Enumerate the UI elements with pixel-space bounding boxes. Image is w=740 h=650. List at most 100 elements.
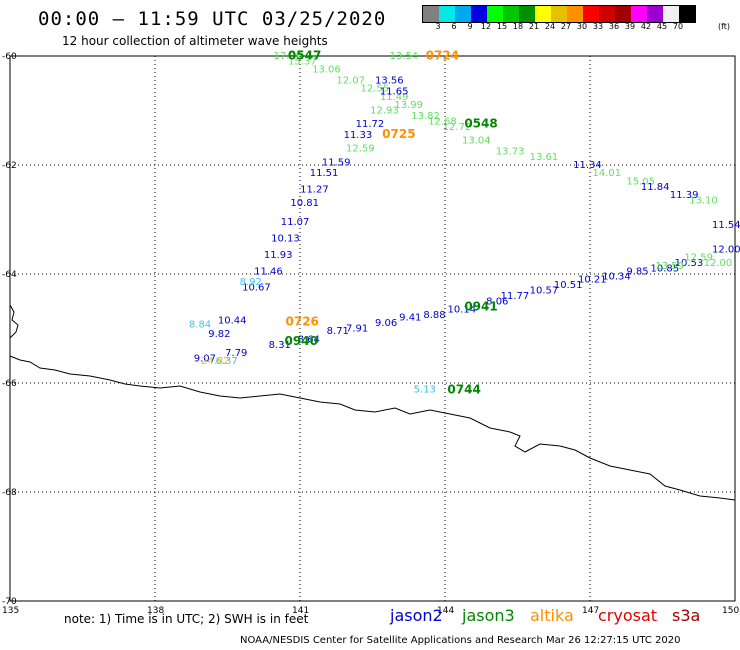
wave-height-value: 11.65: [380, 86, 409, 97]
scale-label: 27: [560, 22, 572, 31]
wave-height-value: 10.34: [602, 272, 631, 283]
lon-tick-label: 144: [437, 606, 454, 616]
wave-height-value: 10.21: [578, 274, 607, 285]
wave-height-value: 13.56: [375, 76, 404, 87]
scale-swatch: [519, 6, 535, 22]
wave-height-value: 13.61: [530, 152, 559, 163]
scale-label: 3: [435, 22, 441, 31]
wave-height-value: 15.05: [626, 176, 655, 187]
wave-height-value: 12.55: [361, 84, 390, 95]
scale-label: 36: [608, 22, 620, 31]
scale-label: 12: [480, 22, 492, 31]
wave-height-value: 11.46: [254, 266, 283, 277]
wave-height-value: 17.39: [274, 51, 303, 62]
wave-height-color-scale: [422, 5, 696, 23]
wave-height-value: 9.41: [399, 313, 421, 324]
scale-label: 39: [624, 22, 636, 31]
scale-swatch: [631, 6, 647, 22]
lat-tick-label: -60: [2, 52, 17, 62]
lon-tick-label: 141: [292, 606, 309, 616]
scale-label: 42: [640, 22, 652, 31]
wave-height-value: 14.01: [593, 168, 622, 179]
wave-height-value: 10.57: [530, 285, 559, 296]
wave-height-value: 11.27: [300, 185, 329, 196]
wave-height-value: 13.06: [312, 65, 341, 76]
wave-height-value: 12.00: [704, 258, 733, 269]
scale-swatch: [647, 6, 663, 22]
wave-height-value: 13.99: [394, 100, 423, 111]
wave-height-value: 11.07: [281, 217, 310, 228]
chart-title: 00:00 – 11:59 UTC 03/25/2020: [38, 8, 387, 30]
lat-tick-label: -68: [2, 488, 17, 498]
scale-swatch: [679, 6, 695, 22]
wave-height-value: 11.77: [501, 291, 530, 302]
scale-label: 6: [451, 22, 457, 31]
wave-height-value: 10.81: [290, 198, 319, 209]
wave-height-value: 10.13: [271, 234, 300, 245]
scale-swatch: [487, 6, 503, 22]
wave-height-value: 8.06: [486, 296, 508, 307]
wave-height-value: 12.00: [712, 244, 740, 255]
wave-height-value: 11.49: [380, 92, 409, 103]
lat-tick-label: -70: [2, 597, 17, 607]
wave-height-value: 11.39: [670, 190, 699, 201]
scale-swatch: [503, 6, 519, 22]
scale-swatch: [599, 6, 615, 22]
wave-height-value: 9.85: [626, 266, 648, 277]
scale-swatch: [423, 6, 439, 22]
wave-height-value: 12.72: [443, 122, 472, 133]
wave-height-value: 6.37: [216, 356, 238, 367]
scale-label: 9: [467, 22, 473, 31]
lon-tick-label: 138: [147, 606, 164, 616]
wave-height-value: 8.84: [189, 320, 211, 331]
scale-swatch: [583, 6, 599, 22]
pass-time-label: 0548: [464, 117, 497, 131]
antarctic-coastline: [9, 355, 736, 501]
wave-height-scale-labels: 3 6 9 12 15 18 21 24 27 30 33 36 39 42 45 70: [422, 22, 740, 34]
wave-height-value: 9.82: [208, 329, 230, 340]
legend-jason2: jason2: [390, 606, 443, 625]
wave-height-value: 8.88: [423, 310, 445, 321]
scale-label: 70: [672, 22, 684, 31]
footer-note: note: 1) Time is in UTC; 2) SWH is in fe…: [64, 612, 309, 626]
legend-cryosat: cryosat: [598, 606, 658, 625]
scale-label: 24: [544, 22, 556, 31]
scale-swatch: [535, 6, 551, 22]
wave-height-value: 12.59: [684, 253, 713, 264]
map-frame: [9, 55, 736, 602]
wave-height-value: 7.79: [225, 348, 247, 359]
wave-height-value: 15.37: [288, 56, 317, 67]
lat-tick-label: -66: [2, 379, 17, 389]
wave-height-value: 10.85: [651, 264, 680, 275]
wave-height-value: 11.54: [712, 220, 740, 231]
scale-label: 33: [592, 22, 604, 31]
scale-label: 18: [512, 22, 524, 31]
scale-swatch: [551, 6, 567, 22]
coastline-island: [9, 304, 19, 339]
wave-height-value: 11.72: [356, 119, 385, 130]
legend-s3a: s3a: [672, 606, 701, 625]
wave-height-value: 13.10: [689, 195, 718, 206]
wave-height-value: 13.54: [390, 51, 419, 62]
credit-line: NOAA/NESDIS Center for Satellite Applica…: [240, 635, 681, 646]
pass-time-label: 0941: [464, 300, 497, 314]
lat-tick-label: -62: [2, 161, 17, 171]
legend-altika: altika: [530, 606, 574, 625]
pass-time-label: 0547: [288, 48, 321, 62]
wave-height-value: 12.07: [336, 76, 365, 87]
lat-tick-label: -64: [2, 270, 17, 280]
scale-swatch: [439, 6, 455, 22]
wave-height-value: 11.34: [573, 160, 602, 171]
scale-label: 15: [496, 22, 508, 31]
wave-height-value: 10.67: [242, 283, 271, 294]
wave-height-value: 13.59: [655, 261, 684, 272]
wave-height-value: 13.04: [462, 135, 491, 146]
chart-subtitle: 12 hour collection of altimeter wave hei…: [62, 34, 328, 48]
scale-swatch: [471, 6, 487, 22]
pass-time-labels: 0547 0724 0548 0725 0941 0726 0940 0744: [285, 48, 498, 396]
scale-unit: (ft): [718, 22, 731, 31]
wave-height-value: 8.71: [327, 326, 349, 337]
scale-swatch: [567, 6, 583, 22]
